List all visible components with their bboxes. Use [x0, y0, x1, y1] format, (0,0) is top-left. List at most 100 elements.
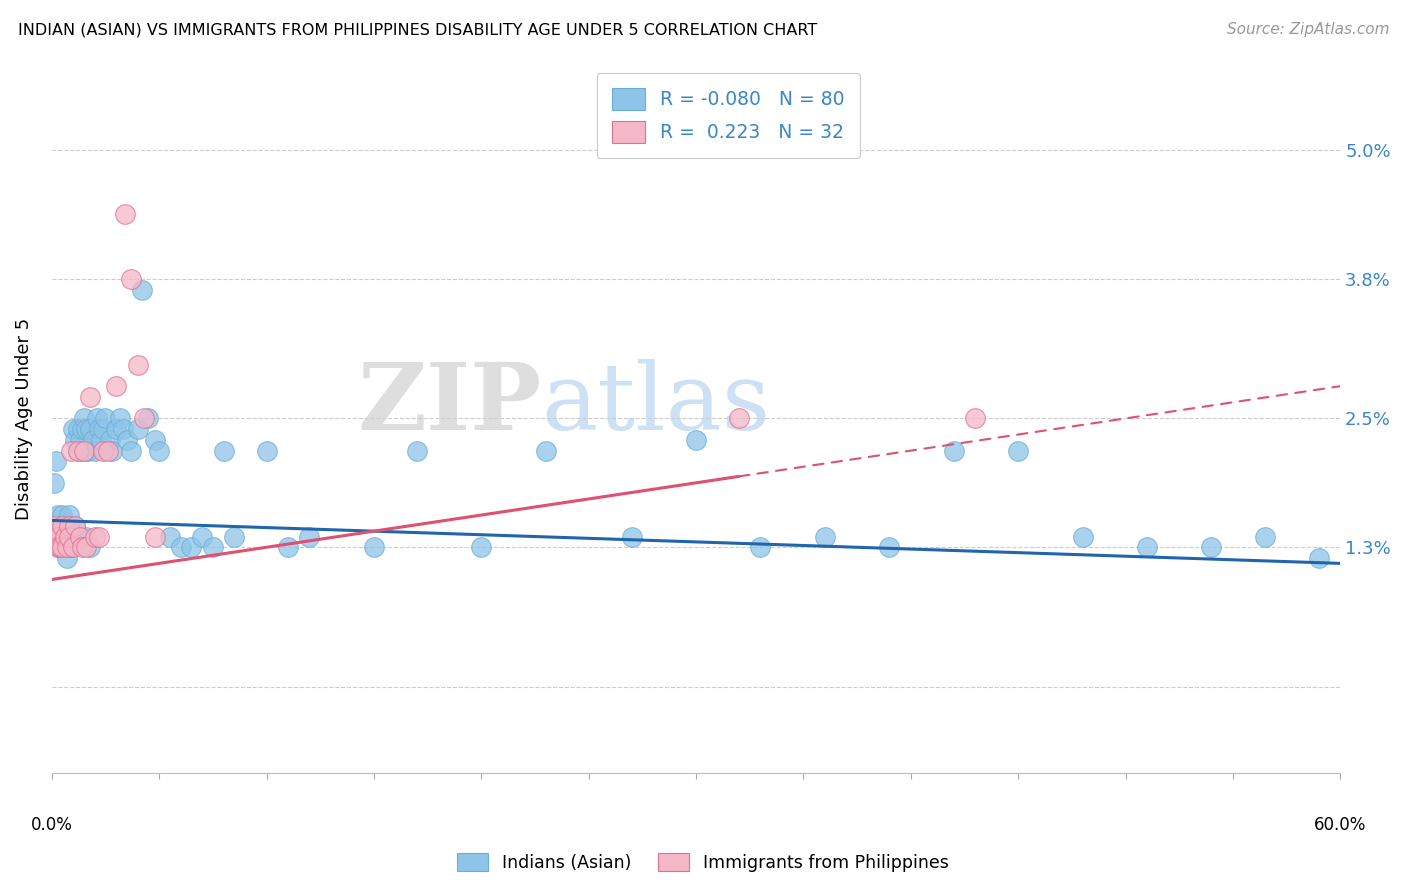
Point — [1308, 551, 1330, 566]
Point — [55, 518, 77, 533]
Point — [69, 529, 91, 543]
Point — [728, 411, 751, 425]
Point — [1071, 529, 1094, 543]
Point — [180, 541, 202, 555]
Point — [51, 518, 73, 533]
Text: 60.0%: 60.0% — [1315, 815, 1367, 834]
Point — [1136, 541, 1159, 555]
Point — [46, 508, 69, 522]
Point — [148, 443, 170, 458]
Point — [53, 529, 76, 543]
Point — [127, 422, 149, 436]
Point — [534, 443, 557, 458]
Point — [91, 422, 114, 436]
Point — [45, 529, 67, 543]
Text: INDIAN (ASIAN) VS IMMIGRANTS FROM PHILIPPINES DISABILITY AGE UNDER 5 CORRELATION: INDIAN (ASIAN) VS IMMIGRANTS FROM PHILIP… — [18, 22, 817, 37]
Point — [62, 529, 84, 543]
Point — [79, 541, 101, 555]
Point — [749, 541, 772, 555]
Point — [66, 422, 89, 436]
Point — [169, 541, 191, 555]
Text: Source: ZipAtlas.com: Source: ZipAtlas.com — [1226, 22, 1389, 37]
Point — [814, 529, 837, 543]
Point — [105, 379, 128, 393]
Point — [1007, 443, 1029, 458]
Point — [46, 529, 69, 543]
Point — [86, 411, 108, 425]
Point — [111, 422, 134, 436]
Point — [55, 551, 77, 566]
Point — [58, 529, 80, 543]
Point — [42, 475, 65, 490]
Point — [73, 411, 96, 425]
Point — [1254, 529, 1277, 543]
Point — [62, 422, 84, 436]
Point — [87, 529, 110, 543]
Point — [143, 529, 166, 543]
Point — [115, 433, 138, 447]
Point — [60, 518, 83, 533]
Point — [101, 443, 124, 458]
Point — [120, 272, 142, 286]
Point — [73, 443, 96, 458]
Point — [45, 529, 67, 543]
Point — [159, 529, 181, 543]
Point — [83, 443, 105, 458]
Point — [363, 541, 385, 555]
Point — [83, 529, 105, 543]
Point — [79, 422, 101, 436]
Point — [94, 411, 117, 425]
Point — [58, 529, 80, 543]
Point — [42, 518, 65, 533]
Point — [46, 541, 69, 555]
Point — [201, 541, 224, 555]
Point — [58, 508, 80, 522]
Point — [66, 443, 89, 458]
Point — [105, 422, 128, 436]
Point — [212, 443, 235, 458]
Point — [942, 443, 965, 458]
Point — [82, 433, 104, 447]
Point — [75, 529, 97, 543]
Text: ZIP: ZIP — [357, 359, 541, 450]
Legend: Indians (Asian), Immigrants from Philippines: Indians (Asian), Immigrants from Philipp… — [450, 847, 956, 879]
Point — [53, 529, 76, 543]
Point — [131, 283, 153, 297]
Point — [75, 422, 97, 436]
Point — [97, 443, 120, 458]
Point — [45, 454, 67, 468]
Point — [470, 541, 492, 555]
Point — [70, 541, 93, 555]
Point — [127, 358, 149, 372]
Point — [138, 411, 160, 425]
Point — [66, 443, 89, 458]
Point — [298, 529, 321, 543]
Point — [51, 508, 73, 522]
Point — [73, 443, 96, 458]
Point — [65, 433, 87, 447]
Point — [224, 529, 246, 543]
Point — [53, 541, 76, 555]
Point — [60, 443, 83, 458]
Point — [46, 541, 69, 555]
Point — [405, 443, 427, 458]
Point — [91, 443, 114, 458]
Point — [114, 207, 136, 221]
Legend: R = -0.080   N = 80, R =  0.223   N = 32: R = -0.080 N = 80, R = 0.223 N = 32 — [596, 73, 860, 158]
Point — [49, 518, 72, 533]
Point — [51, 541, 73, 555]
Point — [132, 411, 155, 425]
Point — [49, 529, 72, 543]
Point — [46, 529, 69, 543]
Point — [60, 541, 83, 555]
Point — [877, 541, 900, 555]
Point — [110, 411, 132, 425]
Text: 0.0%: 0.0% — [31, 815, 73, 834]
Point — [69, 433, 91, 447]
Point — [685, 433, 707, 447]
Point — [49, 541, 72, 555]
Point — [77, 443, 100, 458]
Point — [58, 541, 80, 555]
Point — [62, 541, 84, 555]
Point — [277, 541, 299, 555]
